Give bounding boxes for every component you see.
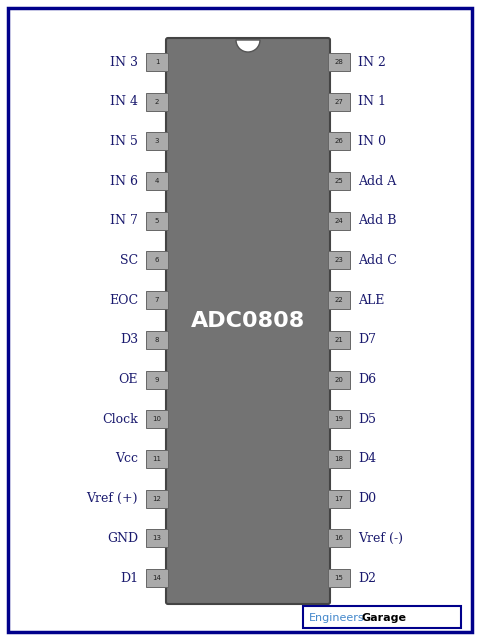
Bar xyxy=(328,529,350,547)
Text: 8: 8 xyxy=(155,337,159,343)
Text: 2: 2 xyxy=(155,99,159,105)
Text: Vref (+): Vref (+) xyxy=(86,492,138,505)
Bar xyxy=(146,291,168,309)
Bar xyxy=(146,569,168,587)
Bar xyxy=(328,53,350,71)
Text: Vref (-): Vref (-) xyxy=(358,532,403,545)
Text: IN 0: IN 0 xyxy=(358,135,386,148)
Bar xyxy=(146,331,168,349)
Text: Engineers: Engineers xyxy=(309,613,365,623)
Text: 24: 24 xyxy=(335,218,343,224)
FancyBboxPatch shape xyxy=(166,38,330,604)
Bar xyxy=(328,212,350,230)
Text: Clock: Clock xyxy=(102,413,138,426)
Text: EOC: EOC xyxy=(109,294,138,307)
Text: 26: 26 xyxy=(335,138,343,145)
Text: 16: 16 xyxy=(335,535,344,541)
Bar xyxy=(146,93,168,111)
Text: 9: 9 xyxy=(155,376,159,383)
Bar xyxy=(328,331,350,349)
Text: D1: D1 xyxy=(120,572,138,584)
Text: IN 5: IN 5 xyxy=(110,135,138,148)
Bar xyxy=(146,410,168,428)
Bar xyxy=(146,529,168,547)
Bar xyxy=(146,371,168,388)
Text: ALE: ALE xyxy=(358,294,384,307)
Bar xyxy=(328,450,350,468)
Text: IN 6: IN 6 xyxy=(110,175,138,188)
Text: 23: 23 xyxy=(335,257,343,264)
Bar xyxy=(328,569,350,587)
Text: D6: D6 xyxy=(358,373,376,386)
Text: 25: 25 xyxy=(335,178,343,184)
Wedge shape xyxy=(236,40,260,52)
Text: D4: D4 xyxy=(358,452,376,465)
Text: IN 3: IN 3 xyxy=(110,56,138,68)
Bar xyxy=(328,172,350,190)
Bar xyxy=(328,132,350,150)
Bar xyxy=(303,606,461,628)
Text: 13: 13 xyxy=(153,535,161,541)
Text: 14: 14 xyxy=(153,575,161,581)
Text: D2: D2 xyxy=(358,572,376,584)
Bar xyxy=(328,410,350,428)
Bar xyxy=(328,93,350,111)
Text: 10: 10 xyxy=(153,416,161,422)
Text: Vcc: Vcc xyxy=(115,452,138,465)
Text: IN 4: IN 4 xyxy=(110,95,138,108)
Bar xyxy=(146,172,168,190)
Text: 27: 27 xyxy=(335,99,343,105)
Bar xyxy=(146,132,168,150)
Text: D5: D5 xyxy=(358,413,376,426)
Bar xyxy=(328,490,350,508)
Text: Add A: Add A xyxy=(358,175,396,188)
Text: 3: 3 xyxy=(155,138,159,145)
Text: IN 7: IN 7 xyxy=(110,214,138,227)
Text: 18: 18 xyxy=(335,456,344,462)
Bar xyxy=(146,450,168,468)
Text: 22: 22 xyxy=(335,297,343,303)
Text: 5: 5 xyxy=(155,218,159,224)
Text: IN 1: IN 1 xyxy=(358,95,386,108)
Bar xyxy=(146,212,168,230)
Text: Add C: Add C xyxy=(358,254,397,267)
Bar xyxy=(146,252,168,269)
Text: 28: 28 xyxy=(335,59,343,65)
Text: SC: SC xyxy=(120,254,138,267)
Bar xyxy=(328,252,350,269)
Bar xyxy=(146,53,168,71)
Bar xyxy=(328,291,350,309)
Text: 17: 17 xyxy=(335,495,344,502)
Text: 20: 20 xyxy=(335,376,343,383)
Text: 4: 4 xyxy=(155,178,159,184)
Text: Garage: Garage xyxy=(361,613,406,623)
Bar xyxy=(146,490,168,508)
Text: 1: 1 xyxy=(155,59,159,65)
Text: GND: GND xyxy=(107,532,138,545)
Text: 11: 11 xyxy=(153,456,161,462)
Text: D7: D7 xyxy=(358,333,376,346)
Text: 12: 12 xyxy=(153,495,161,502)
Text: 15: 15 xyxy=(335,575,343,581)
Text: 7: 7 xyxy=(155,297,159,303)
Text: Add B: Add B xyxy=(358,214,396,227)
Text: D3: D3 xyxy=(120,333,138,346)
Text: D0: D0 xyxy=(358,492,376,505)
Text: 6: 6 xyxy=(155,257,159,264)
Bar xyxy=(328,371,350,388)
Text: ADC0808: ADC0808 xyxy=(191,311,305,331)
Text: 19: 19 xyxy=(335,416,344,422)
Text: IN 2: IN 2 xyxy=(358,56,386,68)
Text: 21: 21 xyxy=(335,337,343,343)
Text: OE: OE xyxy=(119,373,138,386)
